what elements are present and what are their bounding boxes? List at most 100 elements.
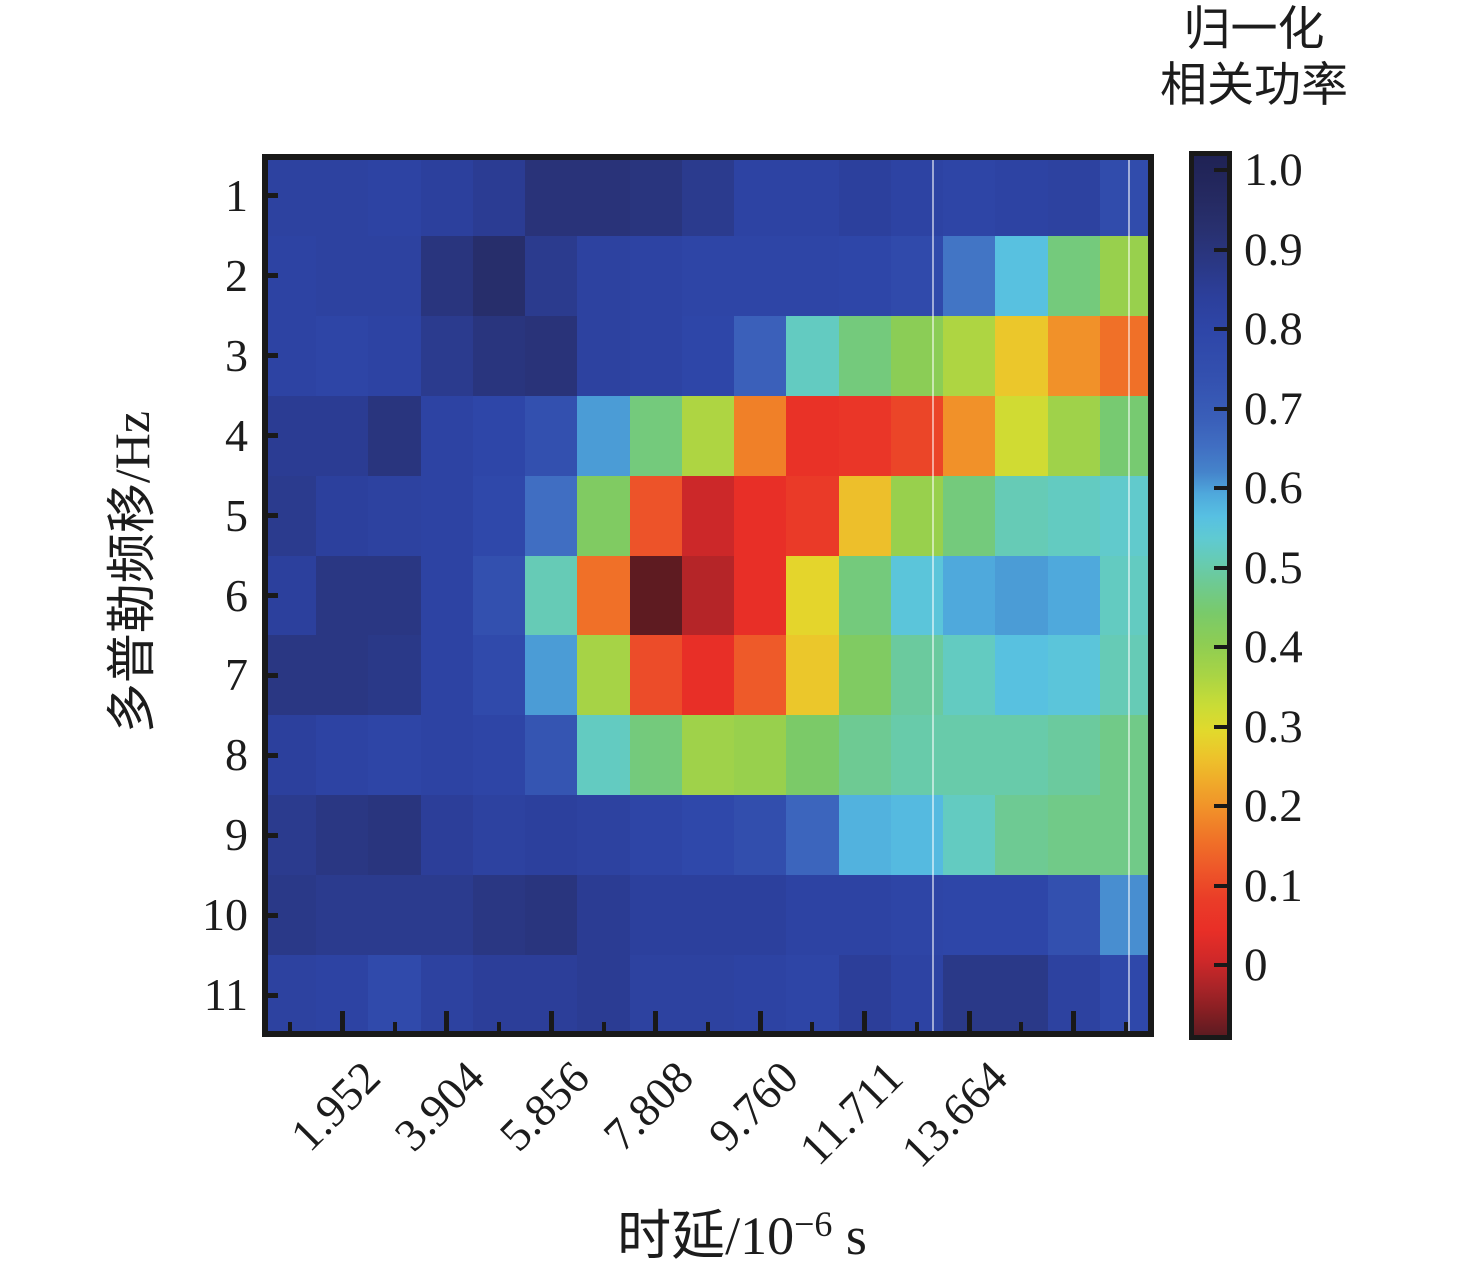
colorbar-tick-label: 0.1 <box>1244 859 1303 912</box>
y-tick <box>264 912 278 918</box>
heatmap-cell <box>316 235 369 316</box>
colorbar-tick <box>1214 963 1227 967</box>
heatmap-cell <box>681 395 735 476</box>
heatmap-cell <box>681 955 735 1035</box>
colorbar-tick-label: 0.9 <box>1244 223 1303 276</box>
heatmap-cell <box>472 555 526 636</box>
colorbar-tick-label: 1.0 <box>1244 144 1303 196</box>
y-tick-label: 1 <box>225 169 248 221</box>
y-tick <box>264 273 278 279</box>
heatmap-cell <box>1047 715 1100 796</box>
heatmap-row <box>264 555 1152 636</box>
x-minor-tick <box>392 1022 397 1035</box>
colorbar-tick-label: 0.8 <box>1244 303 1303 355</box>
heatmap-cell <box>786 235 839 316</box>
heatmap-cell <box>368 555 421 636</box>
y-tick <box>264 193 278 199</box>
heatmap-cell <box>786 555 839 636</box>
heatmap-cell <box>420 555 473 636</box>
x-minor-tick <box>914 1022 919 1035</box>
x-tick-label: 11.711 <box>788 1051 913 1175</box>
heatmap-cell <box>995 875 1048 956</box>
heatmap-cell <box>943 315 996 396</box>
heatmap-cell <box>1099 315 1152 396</box>
colorbar <box>1189 151 1232 1040</box>
heatmap-cell <box>681 555 735 636</box>
heatmap-cell <box>577 555 630 636</box>
heatmap-cell <box>1099 715 1152 796</box>
heatmap-cell <box>368 795 421 876</box>
heatmap-cell <box>472 715 526 796</box>
heatmap-cell <box>1047 156 1100 236</box>
x-major-tick <box>444 1011 450 1035</box>
heatmap-cell <box>368 315 421 396</box>
colorbar-tick-label: 0.3 <box>1244 700 1303 753</box>
heatmap-cell <box>472 235 526 316</box>
colorbar-frame <box>1189 151 1232 1040</box>
heatmap-cell <box>316 475 369 556</box>
colorbar-title-line2: 相关功率 <box>1160 60 1348 112</box>
heatmap-cell <box>734 235 787 316</box>
heatmap-row <box>264 715 1152 796</box>
heatmap-row <box>264 315 1152 396</box>
heatmap-cell <box>577 475 630 556</box>
heatmap-cell <box>1099 635 1152 716</box>
heatmap-cell <box>472 875 526 956</box>
heatmap-cell <box>734 875 787 956</box>
x-minor-tick <box>810 1022 815 1035</box>
heatmap-cell <box>316 156 369 236</box>
x-major-tick <box>653 1011 659 1035</box>
heatmap-cell <box>472 475 526 556</box>
x-minor-tick <box>1123 1022 1128 1035</box>
heatmap-cell <box>681 315 735 396</box>
heatmap-cell <box>1099 875 1152 956</box>
colorbar-tick-label: 0 <box>1244 939 1268 991</box>
heatmap-cell <box>420 475 473 556</box>
x-minor-tick <box>1019 1022 1024 1035</box>
heatmap-cell <box>995 715 1048 796</box>
heatmap-cell <box>472 156 526 236</box>
y-tick <box>264 353 278 359</box>
heatmap-cell <box>943 475 996 556</box>
heatmap-cell <box>943 635 996 716</box>
heatmap-cell <box>316 555 369 636</box>
heatmap-cell <box>577 715 630 796</box>
heatmap-row <box>264 875 1152 956</box>
heatmap-cell <box>525 795 578 876</box>
heatmap-cell <box>420 395 473 476</box>
heatmap-cell <box>995 635 1048 716</box>
colorbar-tick-label: 0.7 <box>1244 382 1303 435</box>
heatmap-cell <box>1047 475 1100 556</box>
y-tick-label: 7 <box>225 649 248 701</box>
heatmap-cell <box>838 395 891 476</box>
heatmap-cell <box>472 635 526 716</box>
heatmap-cell <box>1099 555 1152 636</box>
heatmap-cell <box>1047 235 1100 316</box>
heatmap-cell <box>525 475 578 556</box>
heatmap-cell <box>420 235 473 316</box>
heatmap-cell <box>629 475 682 556</box>
heatmap-cell <box>681 875 735 956</box>
heatmap-cell <box>890 635 944 716</box>
heatmap-cell <box>1099 795 1152 876</box>
x-tick-label: 7.808 <box>593 1051 704 1161</box>
heatmap-cell <box>943 156 996 236</box>
heatmap-cell <box>943 555 996 636</box>
x-major-tick <box>1071 1011 1077 1035</box>
heatmap-cell <box>316 715 369 796</box>
heatmap-cell <box>786 315 839 396</box>
heatmap-cell <box>890 715 944 796</box>
heatmap-cell <box>786 635 839 716</box>
heatmap-cell <box>1099 235 1152 316</box>
heatmap-cell <box>890 555 944 636</box>
heatmap-cell <box>786 395 839 476</box>
y-tick <box>264 752 278 758</box>
x-minor-tick <box>497 1022 502 1035</box>
heatmap-cell <box>681 156 735 236</box>
heatmap-cell <box>368 235 421 316</box>
heatmap-cell <box>995 475 1048 556</box>
heatmap-cell <box>890 395 944 476</box>
y-tick-label: 11 <box>203 969 248 1021</box>
heatmap-cell <box>786 475 839 556</box>
